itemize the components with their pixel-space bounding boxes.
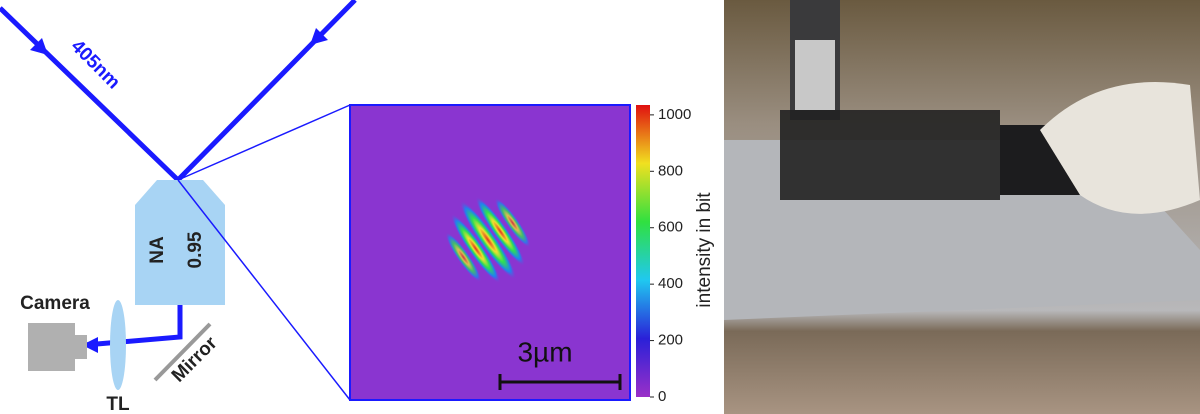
beam-label: 405nm [67,36,124,93]
objective-value: 0.95 [185,231,206,268]
arrows [30,28,328,353]
fringes [445,196,531,284]
colorbar-ticks: 0 200 400 600 800 1000 [650,106,691,405]
zoom-line [177,104,351,181]
colorbar-tick-label: 200 [658,332,683,349]
colorbar-tick-label: 600 [658,219,683,236]
mirror [153,322,212,382]
objective-label: NA [147,236,168,264]
photo [724,0,1200,414]
colorbar-tick-label: 400 [658,275,683,292]
colorbar-tick-label: 0 [658,388,666,405]
colorbar [636,105,650,397]
colorbar-tick-label: 1000 [658,106,691,123]
camera [28,323,75,371]
scale-bar-label: 3µm [517,336,572,367]
camera-label: Camera [20,293,90,314]
camera-lens [75,335,87,359]
colorbar-tick-label: 800 [658,162,683,179]
zoom-line [177,179,351,401]
colorbar-label: intensity in bit [694,192,715,308]
tube-lens [110,300,126,390]
lens-label: TL [106,394,130,414]
